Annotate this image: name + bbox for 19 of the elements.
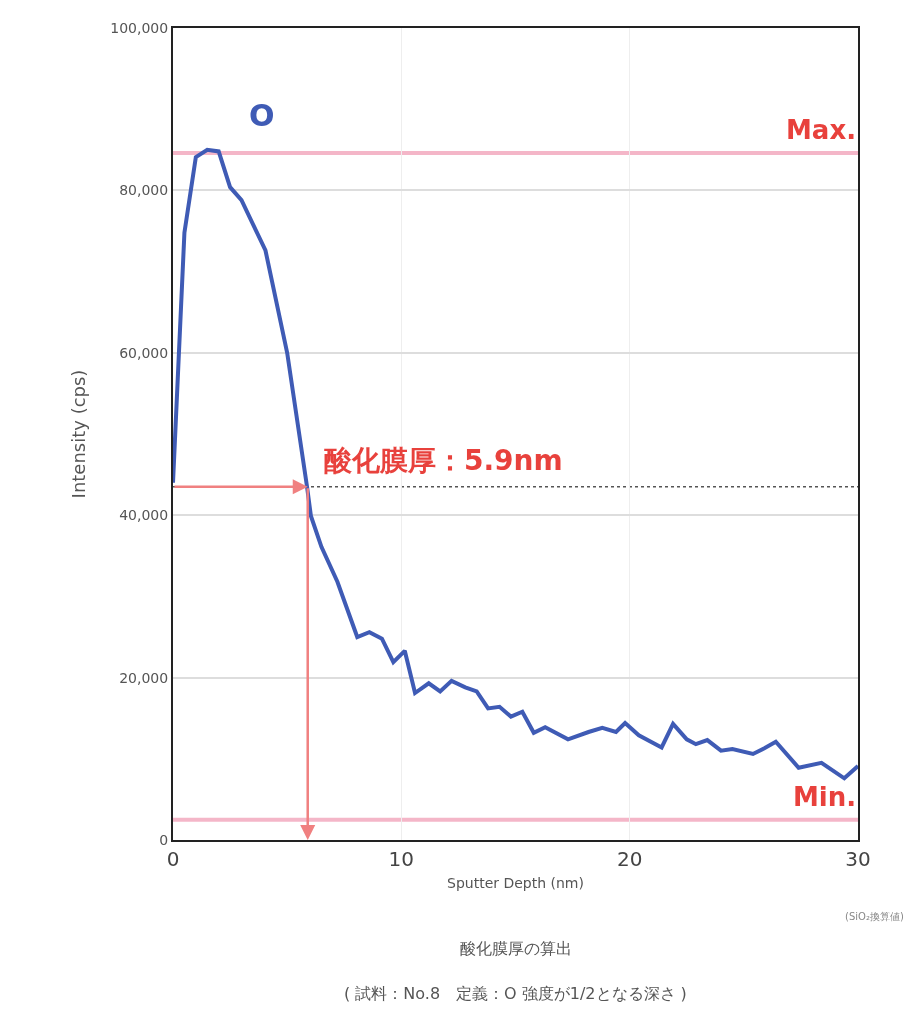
y-tick-label: 60,000 [119, 344, 169, 361]
x-axis-title: Sputter Depth (nm) [447, 874, 584, 891]
series-label: O [249, 98, 275, 133]
ref-line-label: Min. [793, 782, 857, 812]
annotation: 酸化膜厚：5.9nm [324, 444, 563, 477]
ref-line-label: Max. [786, 115, 857, 145]
x-tick-label: 20 [616, 847, 643, 871]
y-tick-label: 40,000 [119, 507, 169, 524]
y-tick-label: 100,000 [110, 19, 169, 36]
x-tick-label: 10 [388, 847, 415, 871]
x-tick-label: 30 [845, 847, 871, 871]
y-tick-label: 80,000 [119, 182, 169, 199]
line-series [173, 147, 858, 781]
y-tick-label: 0 [159, 831, 169, 848]
text: 酸化膜厚の算出 [460, 939, 572, 958]
y-axis-title: Intensity (cps) [67, 369, 89, 499]
y-tick-label: 20,000 [119, 669, 169, 686]
text: ( 試料：No.8 定義：O 強度が1/2となる深さ ) [344, 984, 687, 1003]
text: (SiO₂換算値) [845, 911, 904, 922]
